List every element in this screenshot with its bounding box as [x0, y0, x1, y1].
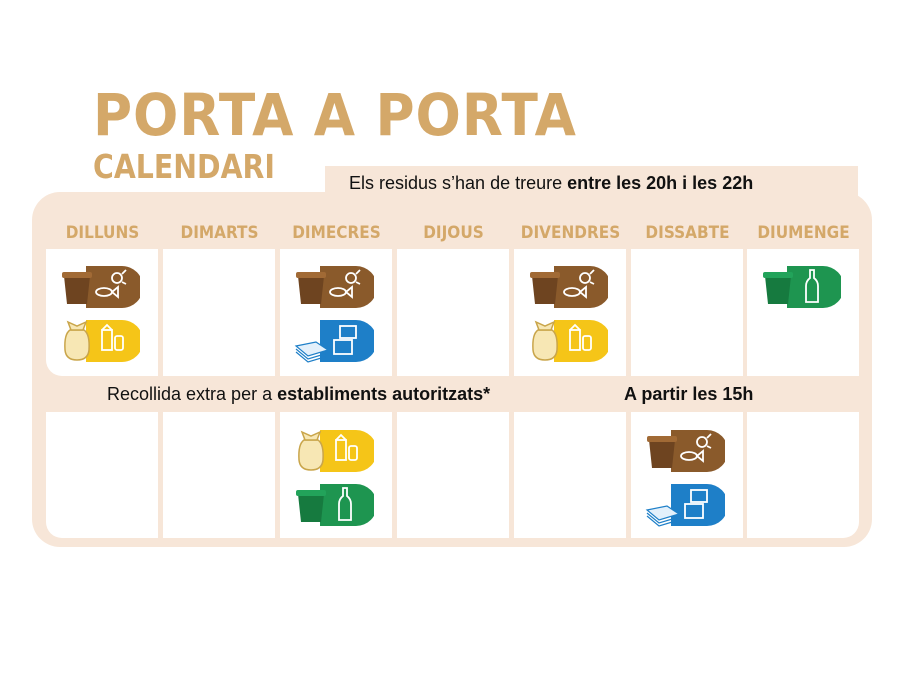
extra-note-time: A partir les 15h [624, 384, 754, 404]
packaging-icon [528, 316, 608, 364]
schedule-note-time: entre les 20h i les 22h [567, 173, 754, 193]
day-header-sunday: DIUMENGE [757, 223, 850, 243]
schedule-note: Els residus s’han de treure entre les 20… [325, 166, 858, 200]
organic-icon [528, 262, 608, 310]
page-subtitle: CALENDARI [93, 147, 275, 186]
extra-cell-friday [514, 412, 626, 538]
glass-icon [761, 262, 841, 310]
paper-icon [294, 316, 374, 364]
organic-icon [60, 262, 140, 310]
glass-icon [294, 480, 374, 528]
day-header-friday: DIVENDRES [520, 223, 621, 243]
regular-cell-thursday [397, 249, 509, 376]
extra-cell-tuesday [163, 412, 275, 538]
paper-icon [645, 480, 725, 528]
day-header-monday: DILLUNS [65, 223, 140, 243]
extra-note-bold: establiments autoritzats* [277, 384, 491, 404]
extra-cell-sunday [747, 412, 859, 538]
regular-cell-tuesday [163, 249, 275, 376]
schedule-note-text: Els residus s’han de treure [349, 173, 568, 193]
extra-collection-note: Recollida extra per a establiments autor… [0, 376, 900, 412]
extra-cell-thursday [397, 412, 509, 538]
day-header-saturday: DISSABTE [645, 223, 730, 243]
packaging-icon [294, 426, 374, 474]
page-title: PORTA A PORTA [93, 81, 577, 149]
day-header-wednesday: DIMECRES [292, 223, 381, 243]
day-header-tuesday: DIMARTS [180, 223, 259, 243]
day-header-thursday: DIJOUS [423, 223, 484, 243]
extra-note-text: Recollida extra per a establiments autor… [107, 384, 491, 404]
packaging-icon [60, 316, 140, 364]
organic-icon [294, 262, 374, 310]
regular-cell-saturday [631, 249, 743, 376]
extra-cell-monday [46, 412, 158, 538]
organic-icon [645, 426, 725, 474]
